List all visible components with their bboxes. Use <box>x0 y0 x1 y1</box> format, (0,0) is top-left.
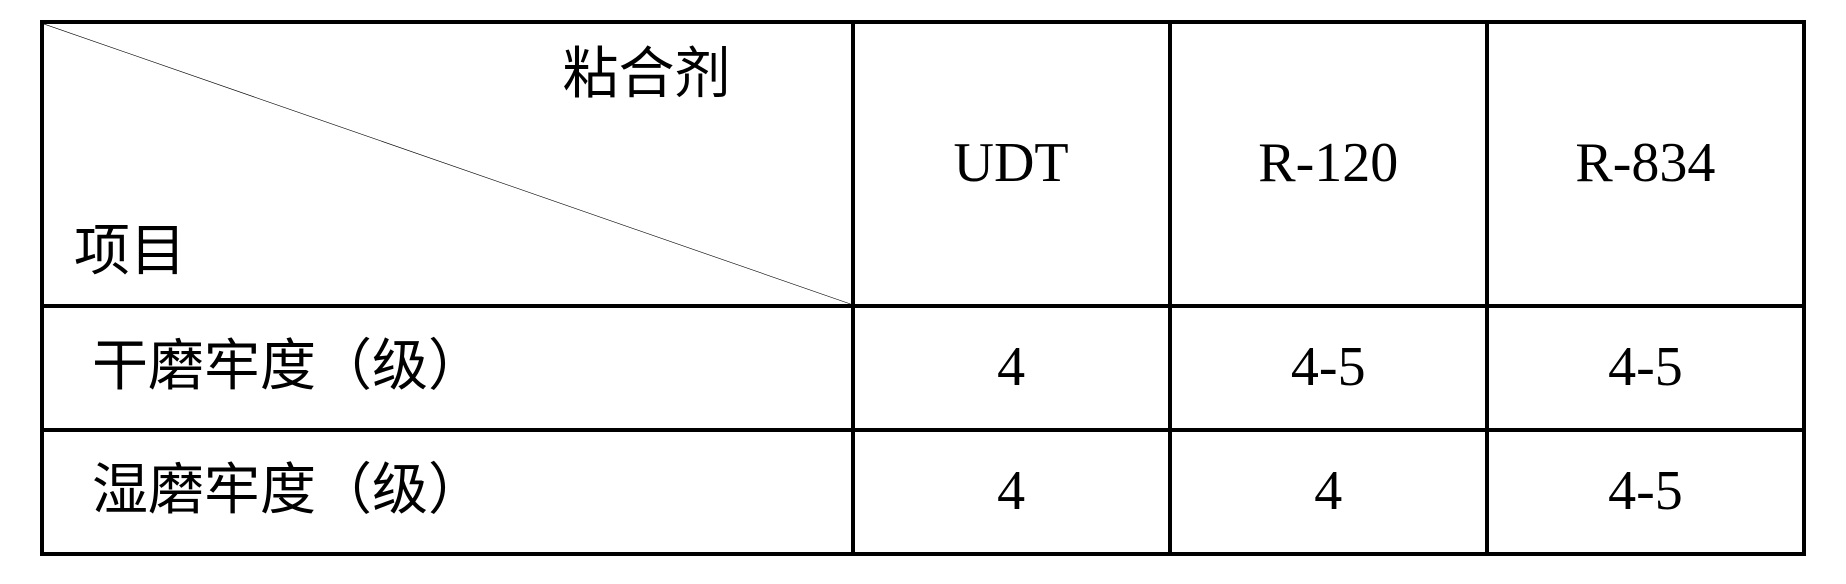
table-cell: 4 <box>1170 430 1487 554</box>
data-table: 粘合剂 项目 UDT R-120 R-834 干磨牢度（级） 4 4-5 4-5… <box>40 20 1806 556</box>
table-container: 粘合剂 项目 UDT R-120 R-834 干磨牢度（级） 4 4-5 4-5… <box>0 0 1846 584</box>
col-header: UDT <box>853 22 1170 306</box>
row-label: 干磨牢度（级） <box>42 306 853 430</box>
table-row: 湿磨牢度（级） 4 4 4-5 <box>42 430 1804 554</box>
diag-top-label: 粘合剂 <box>563 42 731 109</box>
table-cell: 4-5 <box>1487 306 1804 430</box>
table-header-row: 粘合剂 项目 UDT R-120 R-834 <box>42 22 1804 306</box>
row-label: 湿磨牢度（级） <box>42 430 853 554</box>
table-cell: 4 <box>853 306 1170 430</box>
table-row: 干磨牢度（级） 4 4-5 4-5 <box>42 306 1804 430</box>
diag-bottom-label: 项目 <box>74 219 186 286</box>
col-header: R-834 <box>1487 22 1804 306</box>
table-cell: 4 <box>853 430 1170 554</box>
table-cell: 4-5 <box>1487 430 1804 554</box>
table-cell: 4-5 <box>1170 306 1487 430</box>
col-header: R-120 <box>1170 22 1487 306</box>
diagonal-header-cell: 粘合剂 项目 <box>42 22 853 306</box>
